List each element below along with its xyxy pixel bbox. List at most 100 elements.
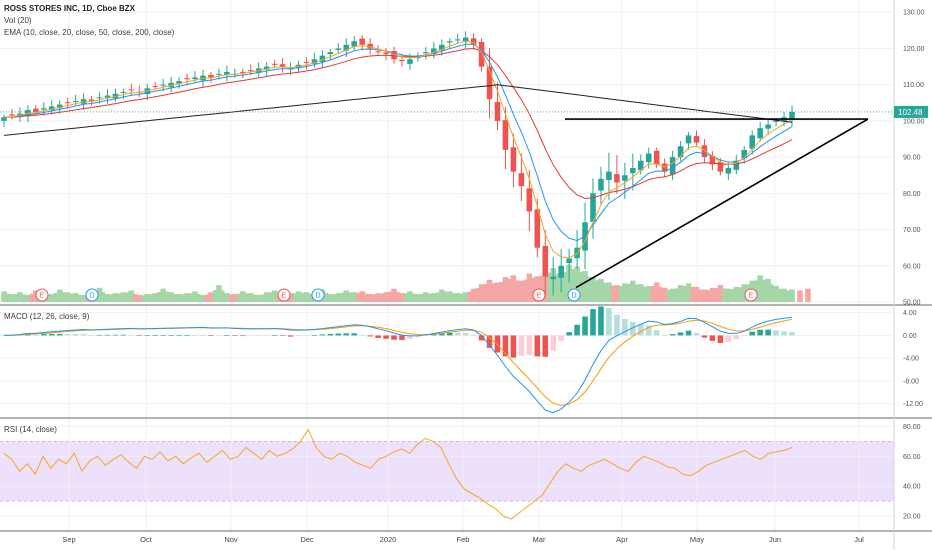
volume-bar: [526, 273, 533, 302]
macd-histogram-bar: [375, 335, 381, 338]
volume-bar: [228, 294, 233, 302]
candle-body: [757, 128, 763, 139]
macd-histogram-bar: [749, 331, 755, 336]
volume-bar: [582, 270, 588, 302]
candle-body: [184, 78, 190, 80]
volume-indicator-label[interactable]: Vol (20): [4, 16, 32, 25]
candle-body: [685, 135, 692, 144]
candle-body: [351, 41, 358, 47]
macd-indicator-label[interactable]: MACD (12, 26, close, 9): [4, 312, 90, 321]
volume-bar: [622, 283, 628, 302]
price-y-tick-label: 130.00: [903, 10, 925, 17]
volume-bar: [104, 294, 111, 302]
candle-body: [48, 106, 55, 111]
volume-bar: [303, 292, 310, 302]
macd-histogram-bar: [263, 335, 270, 337]
macd-histogram-bar: [80, 334, 87, 336]
volume-bar: [789, 289, 795, 302]
rsi-indicator-label[interactable]: RSI (14, close): [4, 425, 57, 434]
volume-bar: [518, 280, 525, 302]
macd-histogram-bar: [614, 314, 620, 336]
macd-histogram-bar: [582, 316, 588, 336]
macd-histogram-bar: [677, 332, 684, 336]
volume-bar: [216, 285, 222, 302]
volume-bar: [260, 294, 265, 302]
macd-histogram-bar: [773, 330, 779, 336]
volume-bar: [682, 286, 687, 302]
macd-histogram-bar: [232, 335, 238, 337]
volume-bar: [483, 284, 488, 302]
volume-bar: [197, 294, 201, 302]
event-marker-label: D: [571, 293, 576, 300]
volume-bar: [327, 294, 334, 302]
macd-histogram-bar: [224, 335, 230, 337]
volume-bar: [220, 290, 225, 302]
volume-bar: [204, 294, 209, 302]
volume-bar: [5, 293, 10, 302]
macd-histogram-bar: [431, 334, 437, 336]
volume-bar: [399, 293, 405, 302]
volume-bar: [184, 293, 190, 302]
volume-bar: [80, 294, 87, 302]
volume-bar: [96, 287, 103, 302]
volume-bar: [372, 294, 376, 302]
volume-bar: [244, 293, 249, 302]
macd-histogram-bar: [462, 333, 469, 336]
event-marker: [35, 288, 49, 302]
ascending-support-line: [575, 118, 869, 289]
candle-body: [120, 91, 127, 93]
ema-indicator-label[interactable]: EMA (10, close, 20, close, 50, close, 20…: [4, 28, 175, 37]
candle-body: [446, 41, 453, 43]
volume-bar: [706, 290, 711, 302]
macd-histogram-bar: [200, 335, 206, 336]
volume-bar: [192, 291, 198, 302]
rsi-line: [3, 428, 793, 520]
candle-body: [279, 64, 286, 67]
x-tick-label: Mar: [533, 535, 546, 544]
volume-bar: [610, 285, 615, 302]
candle-body: [247, 70, 254, 72]
event-marker-label: E: [749, 293, 754, 300]
event-marker: [311, 288, 325, 302]
last-price-label: 102.48: [898, 108, 923, 117]
candle-body: [240, 71, 246, 73]
volume-bar: [666, 289, 671, 302]
candle-body: [1, 117, 7, 121]
volume-bar: [295, 291, 302, 302]
candle-body: [454, 39, 461, 41]
macd-y-tick-label: 4.00: [903, 310, 917, 317]
macd-histogram-bar: [88, 334, 95, 336]
volume-bar: [579, 272, 583, 302]
macd-histogram-bar: [542, 335, 549, 357]
candle-body: [598, 178, 604, 191]
ema10-line: [3, 40, 793, 259]
volume-bar: [797, 290, 803, 302]
volume-bar: [773, 286, 779, 302]
volume-bar: [29, 293, 34, 302]
volume-bar: [486, 279, 493, 302]
x-tick-label: 2020: [380, 535, 397, 544]
volume-bar: [335, 293, 342, 302]
x-tick-label: Oct: [140, 535, 153, 544]
macd-histogram-bar: [64, 333, 71, 336]
volume-bar: [391, 288, 397, 302]
macd-histogram-bar: [701, 335, 708, 338]
volume-bar: [566, 264, 572, 302]
event-marker-label: D: [89, 293, 94, 300]
macd-histogram-bar: [335, 333, 342, 336]
volume-bar: [661, 287, 668, 302]
macd-histogram-bar: [685, 330, 692, 336]
price-y-tick-label: 110.00: [903, 82, 924, 89]
macd-histogram-bar: [486, 335, 493, 348]
volume-bar: [502, 277, 509, 302]
volume-bar: [9, 294, 15, 302]
macd-histogram-bar: [208, 335, 214, 337]
macd-histogram-bar: [33, 334, 39, 336]
macd-histogram-bar: [781, 331, 787, 336]
volume-bar: [101, 292, 106, 302]
x-tick-label: Dec: [300, 535, 314, 544]
volume-bar: [494, 282, 501, 302]
volume-bar: [595, 280, 599, 302]
